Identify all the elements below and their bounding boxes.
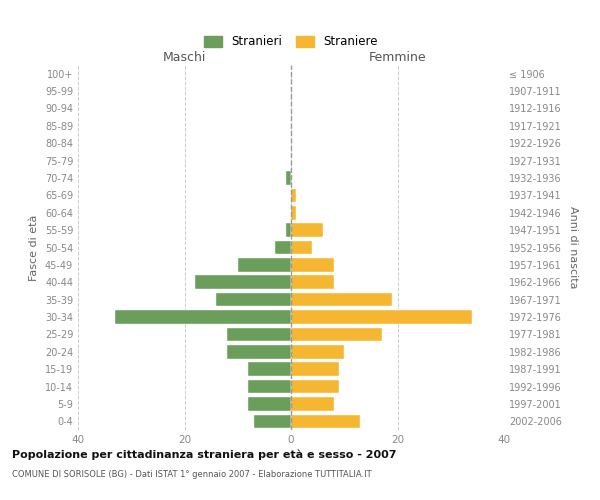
Bar xyxy=(291,380,339,394)
Bar xyxy=(291,362,339,376)
Bar xyxy=(248,362,291,376)
Text: COMUNE DI SORISOLE (BG) - Dati ISTAT 1° gennaio 2007 - Elaborazione TUTTITALIA.I: COMUNE DI SORISOLE (BG) - Dati ISTAT 1° … xyxy=(12,470,371,479)
Bar xyxy=(291,188,296,202)
Y-axis label: Anni di nascita: Anni di nascita xyxy=(568,206,578,289)
Text: Maschi: Maschi xyxy=(163,51,206,64)
Bar xyxy=(291,240,313,254)
Bar xyxy=(291,206,296,220)
Text: Femmine: Femmine xyxy=(368,51,427,64)
Bar xyxy=(227,328,291,341)
Bar xyxy=(291,258,334,272)
Bar xyxy=(291,293,392,306)
Bar xyxy=(248,380,291,394)
Bar xyxy=(291,328,382,341)
Bar xyxy=(286,224,291,237)
Bar xyxy=(275,240,291,254)
Legend: Stranieri, Straniere: Stranieri, Straniere xyxy=(199,31,383,53)
Bar xyxy=(291,310,472,324)
Bar xyxy=(254,414,291,428)
Bar xyxy=(248,397,291,410)
Bar xyxy=(115,310,291,324)
Bar xyxy=(217,293,291,306)
Y-axis label: Fasce di età: Fasce di età xyxy=(29,214,39,280)
Text: Popolazione per cittadinanza straniera per età e sesso - 2007: Popolazione per cittadinanza straniera p… xyxy=(12,450,397,460)
Bar xyxy=(291,224,323,237)
Bar xyxy=(227,345,291,358)
Bar xyxy=(291,414,360,428)
Bar xyxy=(291,397,334,410)
Bar xyxy=(195,276,291,289)
Bar xyxy=(291,345,344,358)
Bar xyxy=(286,171,291,185)
Bar xyxy=(238,258,291,272)
Bar xyxy=(291,276,334,289)
